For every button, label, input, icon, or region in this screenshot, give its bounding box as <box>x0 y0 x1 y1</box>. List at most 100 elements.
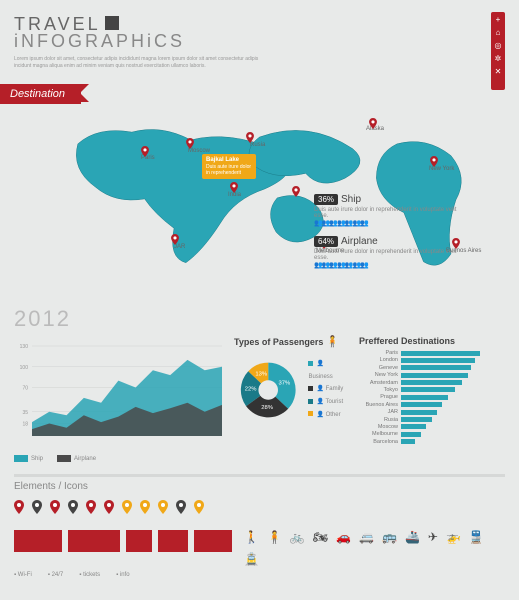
donut-title: Types of Passengers 🧍 <box>234 336 349 349</box>
map-pin-icon <box>292 186 300 197</box>
map-callout: Bajkal LakeDuis aute irure dolor in repr… <box>202 154 256 179</box>
bike-icon: 🚲 <box>290 530 305 544</box>
pin-icon <box>176 500 186 512</box>
map-pin-icon <box>230 182 238 193</box>
red-shape <box>68 530 120 552</box>
elements-section-label: Elements / Icons <box>14 474 505 492</box>
bar-row: London <box>359 357 499 363</box>
plane-icon: ✈ <box>428 530 438 544</box>
bar-row: Tokyo <box>359 387 499 393</box>
donut-svg: 37% 28% 22% 13% <box>234 355 302 425</box>
ribbon-label: Destination <box>10 88 65 100</box>
svg-text:22%: 22% <box>245 386 257 392</box>
world-map: ParisMoscowRusiaAlaskaIndiaJARMelbourneN… <box>14 108 505 298</box>
transport-stat: 36%ShipDuis aute irure dolor in reprehen… <box>314 194 464 227</box>
pin-icon <box>68 500 78 512</box>
bus-icon: 🚌 <box>382 530 397 544</box>
transport-icons-row: 🚶 🧍 🚲 🏍 🚗 🚐 🚌 🚢 ✈ 🚁 🚆 🚊 <box>244 530 505 566</box>
donut-legend-item: 👤 Family <box>308 383 349 396</box>
svg-text:100: 100 <box>20 365 29 371</box>
area-legend: Ship Airplane <box>14 455 224 462</box>
pin-icons-row <box>14 500 505 512</box>
map-pin-icon <box>430 156 438 167</box>
year-label: 2012 <box>14 306 505 332</box>
red-shape <box>14 530 62 552</box>
pin-icon <box>86 500 96 512</box>
bar-row: Barcelona <box>359 439 499 445</box>
bar-row: JAR <box>359 409 499 415</box>
bar-row: Paris <box>359 350 499 356</box>
bar-row: New York <box>359 372 499 378</box>
train-icon: 🚆 <box>469 530 484 544</box>
donut-legend-item: 👤 Other <box>308 409 349 422</box>
bar-row: Rusia <box>359 417 499 423</box>
map-pin-icon <box>369 118 377 129</box>
ship-icon: 🚢 <box>405 530 420 544</box>
donut-legend: 👤 Business👤 Family👤 Tourist👤 Other <box>308 358 349 421</box>
home-icon: ⌂ <box>493 28 503 38</box>
red-shape <box>158 530 188 552</box>
map-pin-icon <box>186 138 194 149</box>
service-label: ▪ 24/7 <box>48 572 63 578</box>
target-icon: ◎ <box>493 41 503 51</box>
sidebar-tool-strip: + ⌂ ◎ ✲ ✕ <box>491 12 505 90</box>
pin-icon <box>104 500 114 512</box>
legend-swatch-airplane <box>57 455 71 462</box>
service-label: ▪ Wi-Fi <box>14 572 32 578</box>
red-shapes-row <box>14 530 232 552</box>
person-icon: 🚶 <box>244 530 259 544</box>
donut-legend-item: 👤 Tourist <box>308 396 349 409</box>
svg-text:18: 18 <box>22 422 28 428</box>
bar-row: Buenos Aires <box>359 402 499 408</box>
svg-text:28%: 28% <box>261 405 273 411</box>
service-label: ▪ info <box>116 572 129 578</box>
moto-icon: 🏍 <box>313 530 328 544</box>
red-shape <box>194 530 232 552</box>
pin-icon <box>14 500 24 512</box>
pin-icon <box>32 500 42 512</box>
bar-row: Geneve <box>359 365 499 371</box>
bar-row: Amsterdam <box>359 380 499 386</box>
pin-icon <box>158 500 168 512</box>
donut-chart: Types of Passengers 🧍 37% 28% 22% 13% 👤 Bus… <box>234 336 349 425</box>
bar-row: Moscow <box>359 424 499 430</box>
plus-icon: + <box>493 15 503 25</box>
title-line2: iNFOGRAPHiCS <box>14 31 505 52</box>
car-icon: 🚗 <box>336 530 351 544</box>
service-label: ▪ tickets <box>79 572 100 578</box>
svg-text:35: 35 <box>22 410 28 416</box>
svg-text:70: 70 <box>22 386 28 392</box>
pin-icon <box>122 500 132 512</box>
map-pin-icon <box>141 146 149 157</box>
pin-icon <box>140 500 150 512</box>
transport-stat: 64%AirplaneDuis aute irure dolor in repr… <box>314 236 464 269</box>
legend-swatch-ship <box>14 455 28 462</box>
legend-ship-label: Ship <box>31 456 43 462</box>
map-pin-icon <box>246 132 254 143</box>
passenger-icon: 🧍 <box>326 336 340 348</box>
red-shape <box>126 530 152 552</box>
bar-chart: Preffered Destinations ParisLondon Geneve… <box>359 336 499 446</box>
van-icon: 🚐 <box>359 530 374 544</box>
bar-row: Melbourne <box>359 431 499 437</box>
header-lorem: Lorem ipsum dolor sit amet, consectetur … <box>14 56 274 70</box>
service-icons-row: ▪ Wi-Fi ▪ 24/7 ▪ tickets ▪ info <box>14 572 505 578</box>
walker-icon: 🧍 <box>267 530 282 544</box>
gear-icon: ✲ <box>493 54 503 64</box>
tram-icon: 🚊 <box>244 552 259 566</box>
heli-icon: 🚁 <box>446 530 461 544</box>
svg-text:37%: 37% <box>279 380 291 386</box>
area-chart: 18 35 70 100 130 Ship Airplane <box>14 336 224 462</box>
traveler-icon <box>105 16 119 30</box>
legend-airplane-label: Airplane <box>74 456 96 462</box>
bar-row: Prague <box>359 394 499 400</box>
donut-legend-item: 👤 Business <box>308 358 349 383</box>
pin-icon <box>194 500 204 512</box>
bars-title: Preffered Destinations <box>359 336 499 346</box>
svg-text:130: 130 <box>20 344 29 350</box>
svg-text:13%: 13% <box>255 371 267 377</box>
close-icon: ✕ <box>493 67 503 77</box>
map-pin-icon <box>171 234 179 245</box>
header: TRAVEL iNFOGRAPHiCS Lorem ipsum dolor si… <box>14 14 505 70</box>
pin-icon <box>50 500 60 512</box>
